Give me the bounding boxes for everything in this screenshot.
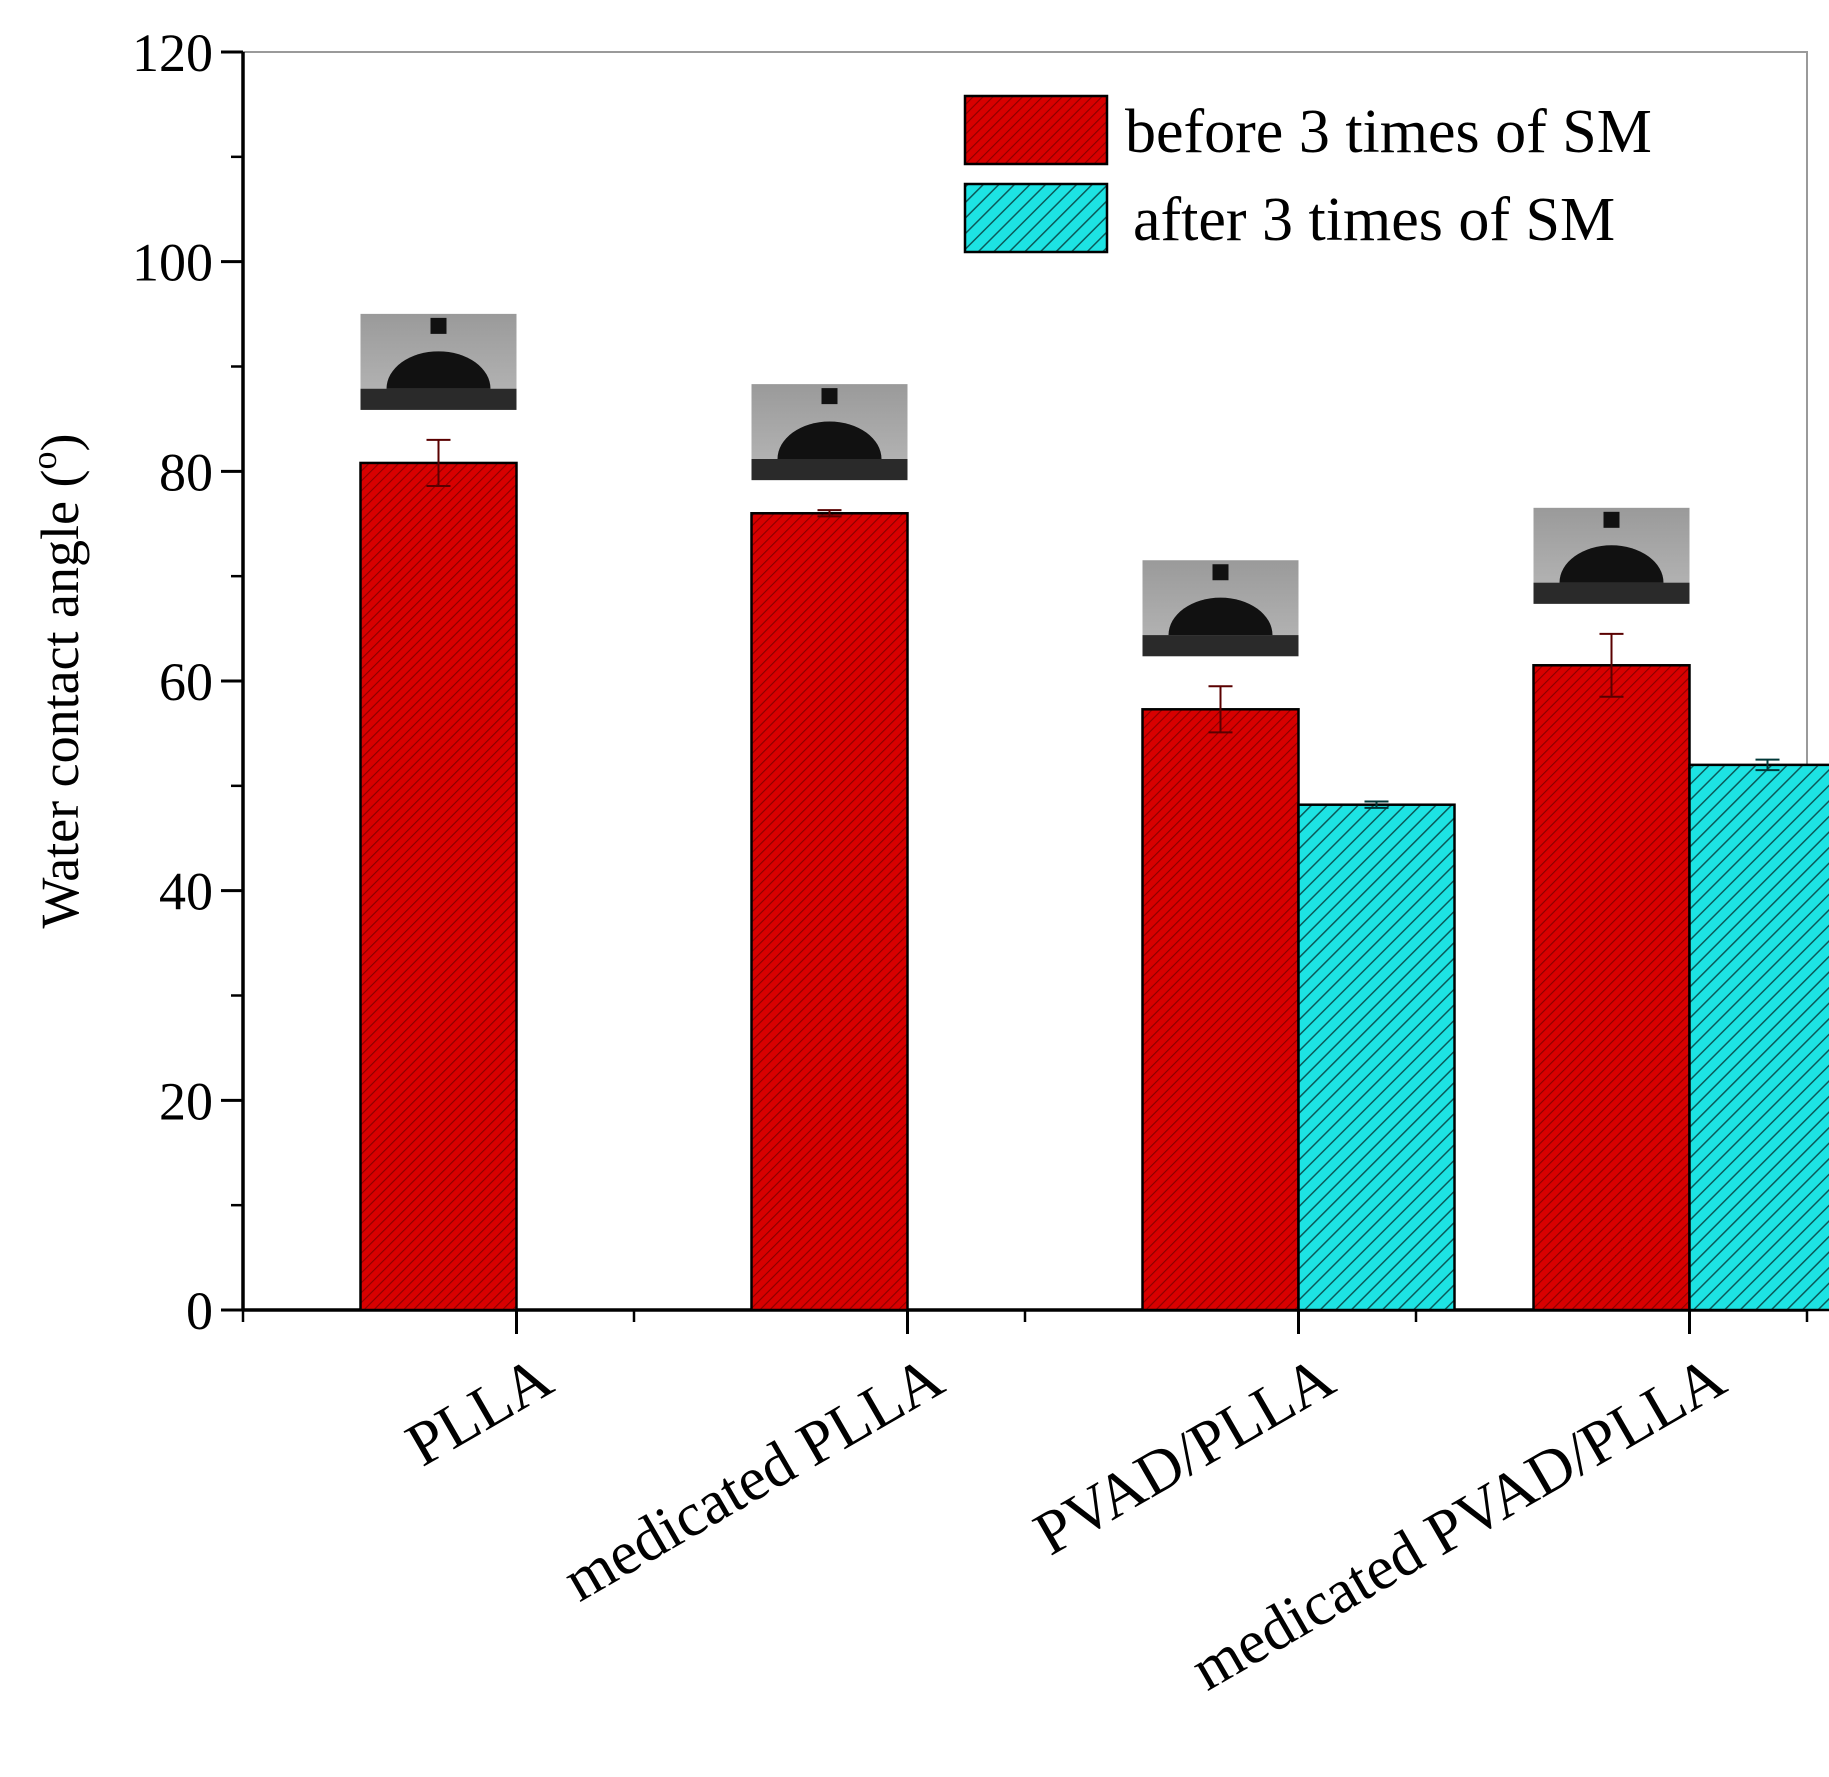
bar [1532, 664, 1691, 1312]
y-tick-label: 120 [132, 23, 213, 83]
y-tick-label: 100 [132, 233, 213, 293]
y-tick-label: 40 [159, 862, 213, 922]
needle-tip [821, 388, 838, 405]
legend-label-before: before 3 times of SM [1125, 98, 1652, 166]
legend-swatch-after [963, 182, 1109, 254]
inset-substrate [1533, 582, 1690, 604]
droplet-photo-inset [360, 313, 517, 410]
droplet-photo-inset [1533, 507, 1690, 604]
bar [359, 461, 518, 1312]
droplet-photo-inset [1142, 560, 1299, 657]
category-label: PVAD/PLLA [1023, 1343, 1346, 1569]
bar [1688, 763, 1829, 1312]
bar [1297, 803, 1456, 1312]
inset-substrate [751, 459, 908, 481]
legend-swatch-before [963, 94, 1109, 166]
needle-tip [1603, 511, 1620, 528]
y-tick-label: 20 [159, 1071, 213, 1131]
y-tick-label: 80 [159, 442, 213, 502]
bar [1141, 708, 1300, 1312]
droplet-shape [386, 351, 491, 389]
droplet-shape [1168, 597, 1273, 636]
inset-substrate [1142, 635, 1299, 657]
droplet-shape [1559, 545, 1664, 583]
droplet-photo-inset [751, 384, 908, 481]
y-tick-label: 0 [186, 1281, 213, 1341]
y-tick-label: 60 [159, 652, 213, 712]
category-label: PLLA [395, 1343, 563, 1480]
droplet-shape [777, 421, 882, 460]
bar [750, 512, 909, 1312]
category-label: medicated PLLA [552, 1343, 954, 1615]
needle-tip [1212, 564, 1229, 581]
needle-tip [430, 317, 447, 334]
legend-label-after: after 3 times of SM [1133, 186, 1615, 254]
inset-substrate [360, 388, 517, 410]
y-axis-title: Water contact angle (o) [24, 434, 90, 929]
legend: before 3 times of SM after 3 times of SM [963, 94, 1652, 254]
